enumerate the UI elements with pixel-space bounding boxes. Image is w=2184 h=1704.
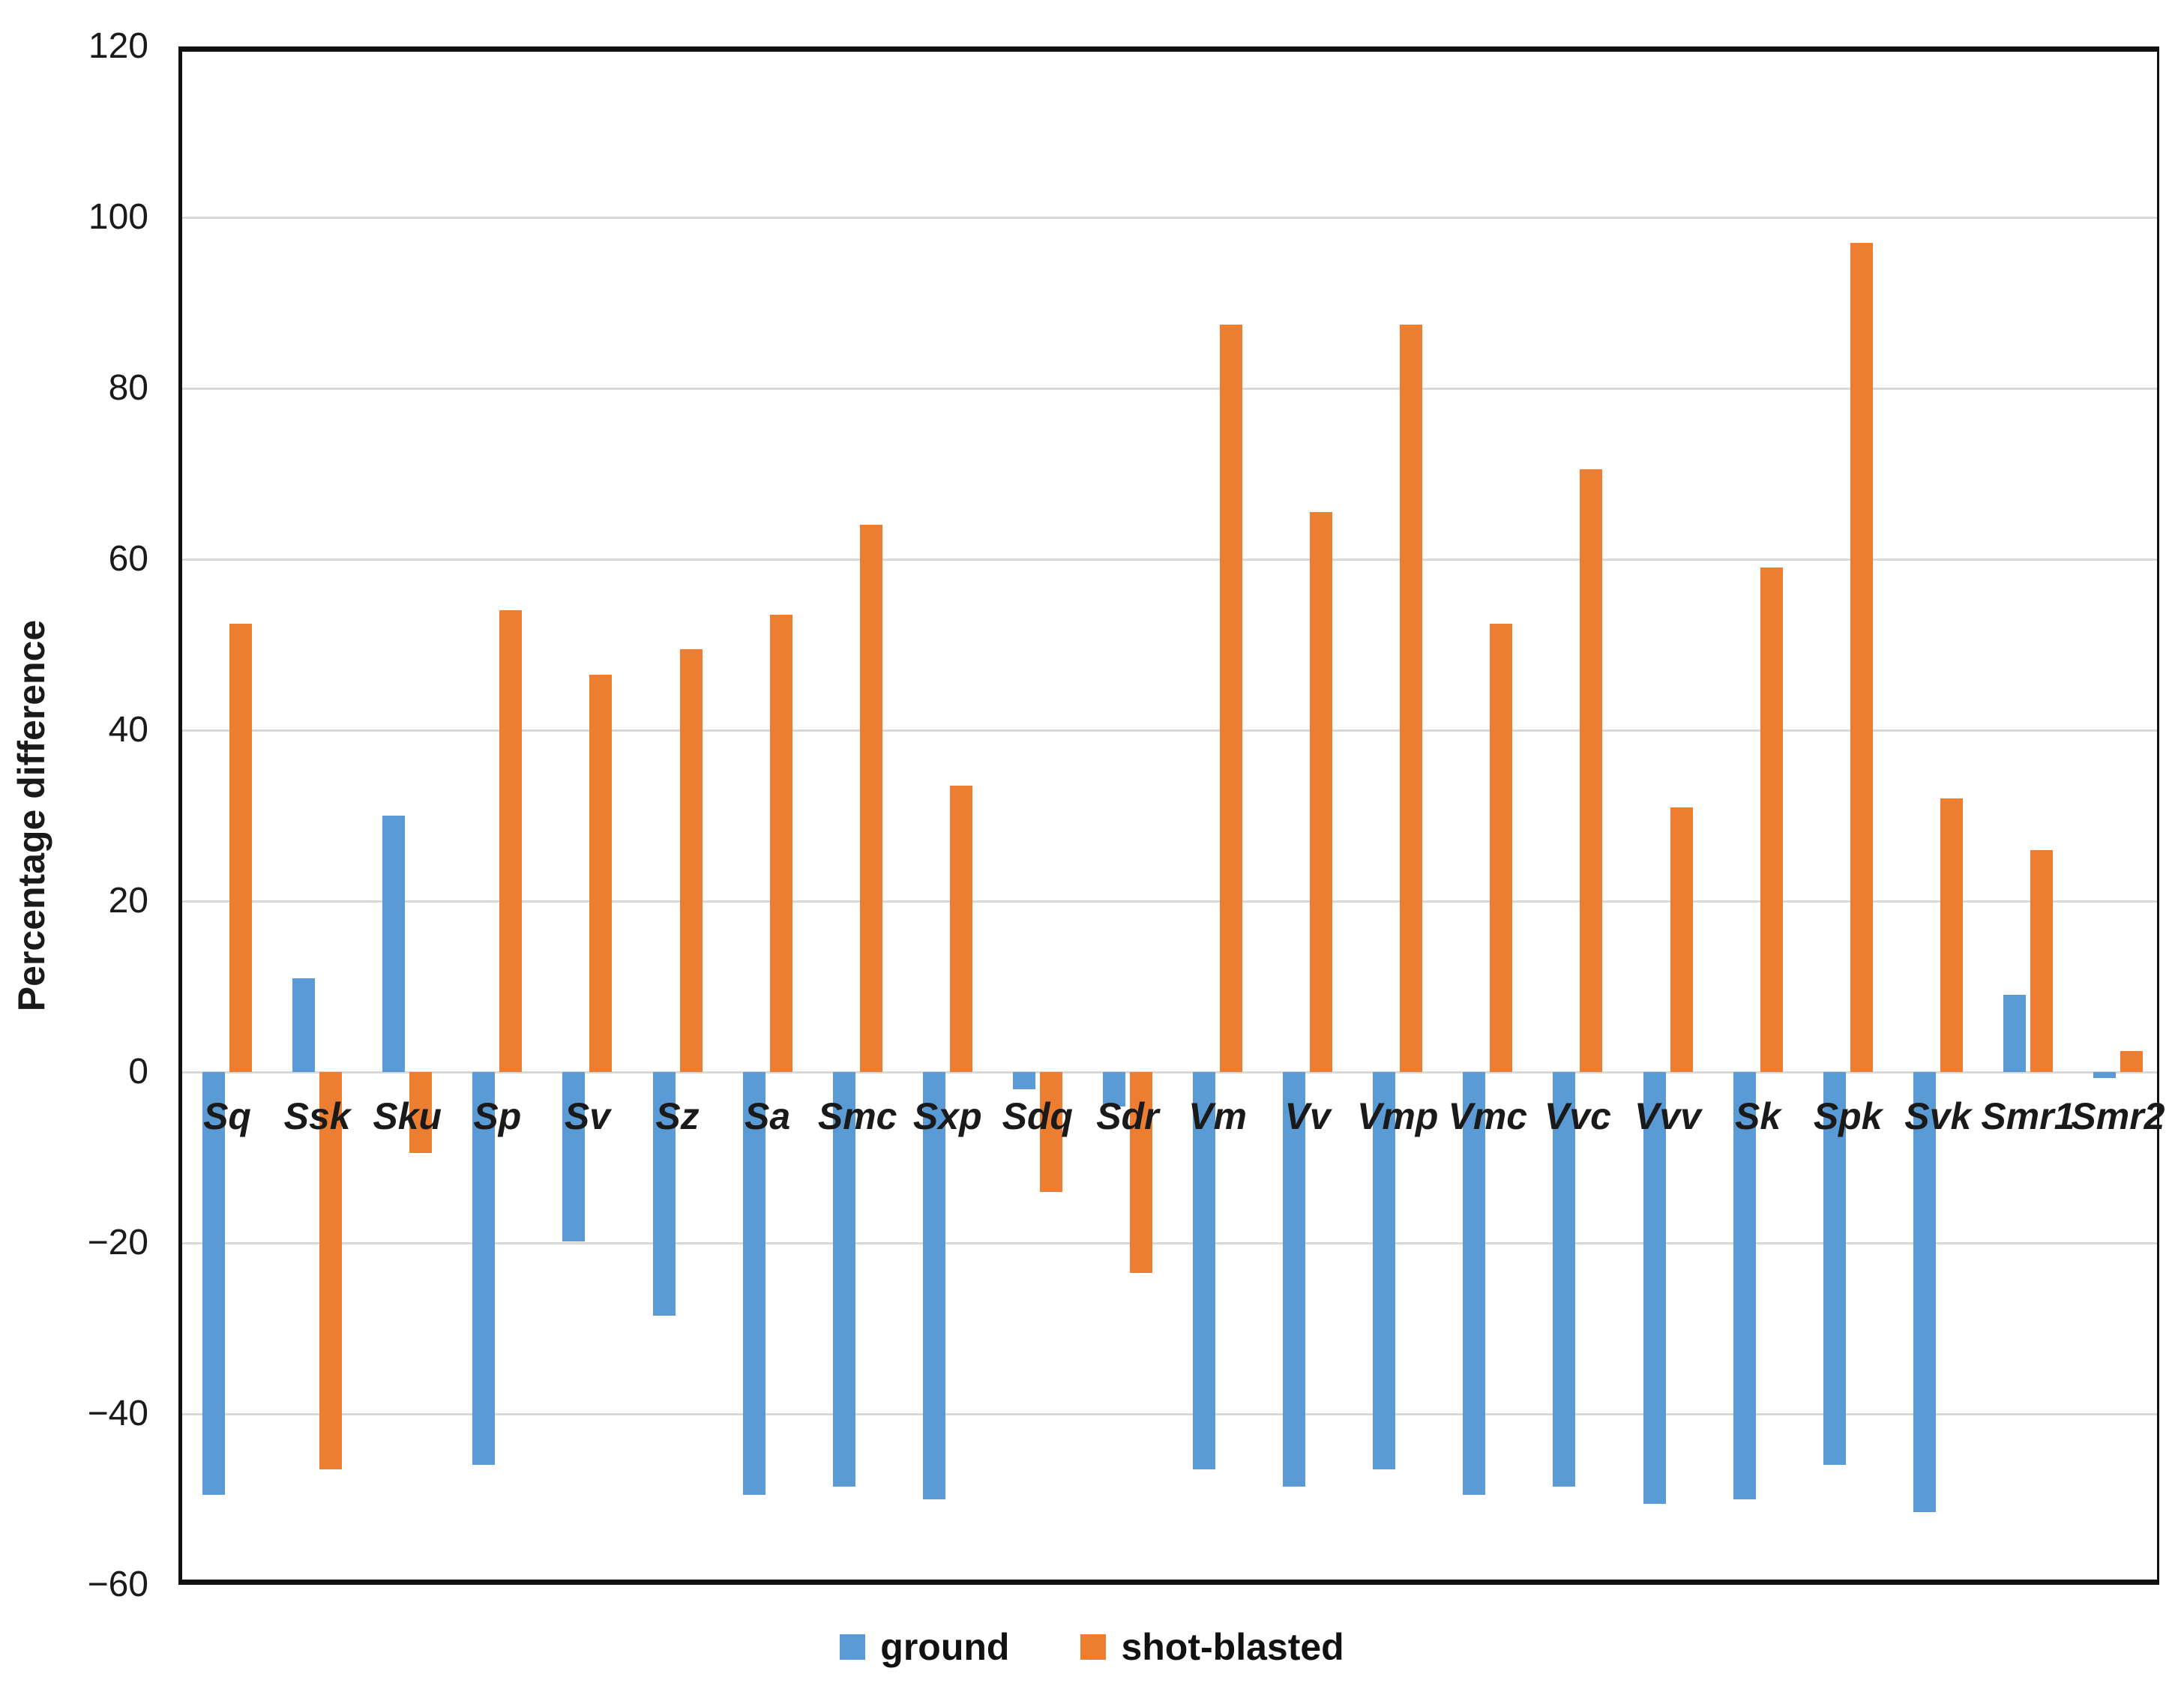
gridline-100	[182, 216, 2157, 219]
y-tick-label-60: 60	[108, 539, 148, 579]
y-axis-title: Percentage difference	[10, 619, 52, 1012]
bar-ground-Sq	[202, 1072, 226, 1496]
legend-label-ground: ground	[880, 1626, 1010, 1668]
y-tick-label--20: −20	[87, 1223, 148, 1262]
bar-ground-Ssk	[292, 978, 316, 1072]
bar-shot-blasted-Sdr	[1129, 1072, 1152, 1273]
y-tick-label--40: −40	[87, 1394, 148, 1433]
bar-shot-blasted-Smc	[859, 525, 882, 1072]
bar-ground-Vmp	[1373, 1072, 1396, 1470]
legend-swatch-shot-blasted	[1080, 1634, 1107, 1660]
x-label-Vmp: Vmp	[1357, 1095, 1439, 1137]
bar-shot-blasted-Smr2	[2120, 1050, 2143, 1072]
x-label-Sxp: Sxp	[912, 1095, 982, 1137]
y-tick-label-0: 0	[128, 1052, 148, 1092]
bar-shot-blasted-Vvv	[1670, 807, 1693, 1072]
x-label-Sdr: Sdr	[1096, 1095, 1159, 1137]
gridline-20	[182, 900, 2157, 903]
bar-ground-Sp	[472, 1072, 496, 1466]
x-label-Smr2: Smr2	[2071, 1095, 2165, 1137]
bar-ground-Vv	[1283, 1072, 1306, 1487]
bar-ground-Smr2	[2093, 1072, 2116, 1078]
bar-ground-Sku	[382, 816, 406, 1072]
x-label-Vmc: Vmc	[1448, 1095, 1528, 1137]
bar-shot-blasted-Spk	[1850, 243, 1873, 1072]
x-label-Sp: Sp	[473, 1095, 522, 1137]
bar-ground-Smc	[832, 1072, 855, 1487]
y-tick-label-80: 80	[108, 368, 148, 408]
bar-ground-Smr1	[2003, 995, 2026, 1072]
x-label-Vv: Vv	[1284, 1095, 1331, 1137]
y-tick-label-120: 120	[88, 26, 148, 66]
bar-shot-blasted-Sp	[499, 610, 523, 1072]
bar-ground-Sdq	[1012, 1072, 1035, 1089]
gridline-40	[182, 729, 2157, 732]
y-tick-label--60: −60	[87, 1565, 148, 1604]
legend-label-shot-blasted: shot-blasted	[1121, 1626, 1344, 1668]
gridline--40	[182, 1412, 2157, 1415]
gridline--20	[182, 1241, 2157, 1244]
bar-ground-Vvc	[1553, 1072, 1576, 1487]
x-label-Sq: Sq	[203, 1095, 251, 1137]
x-label-Vvv: Vvv	[1634, 1095, 1701, 1137]
x-label-Smr1: Smr1	[1981, 1095, 2075, 1137]
plot-area	[178, 46, 2159, 1585]
bar-shot-blasted-Vmc	[1490, 623, 1513, 1072]
legend-swatch-ground	[840, 1634, 866, 1660]
bar-ground-Spk	[1823, 1072, 1846, 1466]
bar-shot-blasted-Vv	[1310, 512, 1333, 1072]
x-label-Svk: Svk	[1904, 1095, 1972, 1137]
bar-shot-blasted-Sku	[409, 1072, 433, 1154]
bar-shot-blasted-Sdq	[1039, 1072, 1062, 1192]
x-label-Ssk: Ssk	[283, 1095, 351, 1137]
x-label-Sdq: Sdq	[1002, 1095, 1074, 1137]
y-tick-label-100: 100	[88, 197, 148, 237]
gridline-80	[182, 387, 2157, 390]
legend-item-ground: ground	[840, 1625, 1009, 1669]
bar-ground-Vm	[1193, 1072, 1216, 1470]
x-label-Vm: Vm	[1188, 1095, 1247, 1137]
bar-shot-blasted-Sa	[769, 615, 792, 1072]
legend: ground shot-blasted	[0, 1625, 2184, 1669]
bar-ground-Sz	[652, 1072, 676, 1316]
bar-shot-blasted-Vm	[1220, 324, 1243, 1072]
bar-shot-blasted-Smr1	[2030, 849, 2053, 1072]
bar-shot-blasted-Sv	[589, 674, 613, 1072]
gridline-60	[182, 558, 2157, 561]
bar-ground-Sa	[742, 1072, 765, 1496]
bar-ground-Svk	[1913, 1072, 1936, 1513]
bar-ground-Sxp	[922, 1072, 945, 1499]
bar-shot-blasted-Sk	[1760, 568, 1783, 1072]
bar-ground-Sv	[562, 1072, 586, 1241]
bar-ground-Vvv	[1643, 1072, 1666, 1504]
x-label-Sa: Sa	[744, 1095, 791, 1137]
bar-shot-blasted-Vvc	[1580, 469, 1603, 1072]
y-tick-label-40: 40	[108, 710, 148, 750]
gridline-0	[182, 1071, 2157, 1074]
bar-shot-blasted-Sz	[679, 648, 703, 1072]
bar-ground-Sk	[1733, 1072, 1756, 1499]
bar-ground-Vmc	[1463, 1072, 1486, 1496]
legend-item-shot-blasted: shot-blasted	[1080, 1625, 1344, 1669]
bar-ground-Sdr	[1102, 1072, 1125, 1107]
x-label-Spk: Spk	[1813, 1095, 1883, 1137]
y-tick-label-20: 20	[108, 881, 148, 921]
x-label-Sk: Sk	[1734, 1095, 1781, 1137]
x-label-Sv: Sv	[564, 1095, 610, 1137]
bar-shot-blasted-Sxp	[949, 786, 972, 1072]
bar-shot-blasted-Vmp	[1400, 324, 1423, 1072]
bar-shot-blasted-Sq	[229, 623, 253, 1072]
x-label-Sku: Sku	[373, 1095, 442, 1137]
x-label-Smc: Smc	[817, 1095, 897, 1137]
bar-shot-blasted-Ssk	[319, 1072, 343, 1470]
x-label-Vvc: Vvc	[1544, 1095, 1611, 1137]
bar-shot-blasted-Svk	[1940, 798, 1963, 1072]
x-label-Sz: Sz	[655, 1095, 700, 1137]
